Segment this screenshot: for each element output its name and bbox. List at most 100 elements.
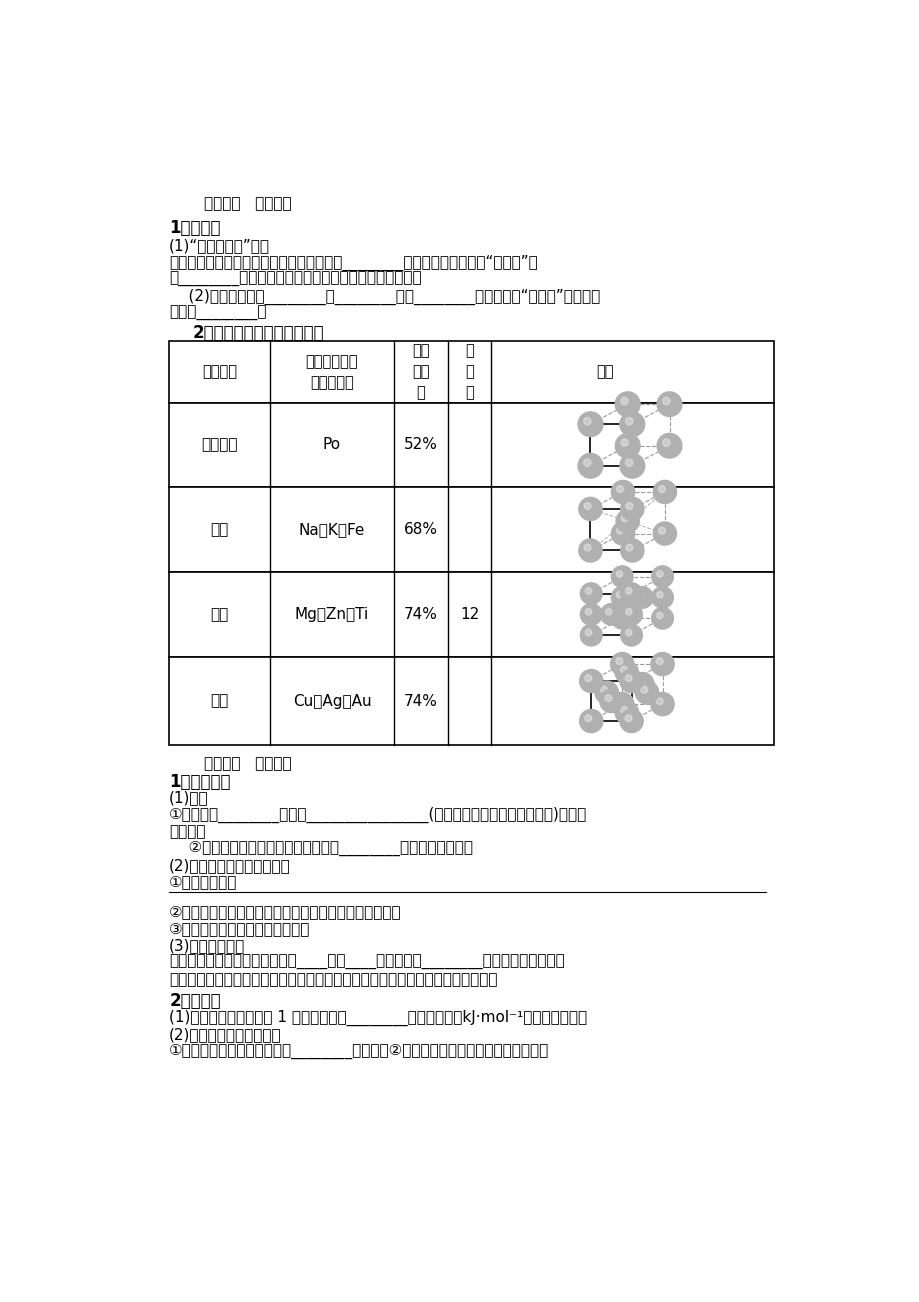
Circle shape xyxy=(605,695,611,702)
Text: 知识点四   离子晶体: 知识点四 离子晶体 xyxy=(204,756,291,771)
Circle shape xyxy=(619,667,627,673)
Circle shape xyxy=(616,591,622,598)
Circle shape xyxy=(620,497,643,521)
Circle shape xyxy=(600,686,607,693)
Bar xyxy=(169,656,773,745)
Text: 1．离子晶体: 1．离子晶体 xyxy=(169,773,231,792)
Circle shape xyxy=(616,570,622,577)
Circle shape xyxy=(584,608,591,615)
Circle shape xyxy=(580,583,601,604)
Text: ①几何因素：即: ①几何因素：即 xyxy=(169,875,237,889)
Circle shape xyxy=(625,715,631,721)
Text: 74%: 74% xyxy=(403,694,437,708)
Text: 镁型: 镁型 xyxy=(210,607,229,622)
Circle shape xyxy=(578,539,601,562)
Text: ②电荷因素，即阴、阳离子电荷不同，配位数必然不同。: ②电荷因素，即阴、阳离子电荷不同，配位数必然不同。 xyxy=(169,904,402,919)
Circle shape xyxy=(656,570,663,577)
Circle shape xyxy=(658,527,664,534)
Bar xyxy=(169,487,773,572)
Circle shape xyxy=(625,674,631,681)
Circle shape xyxy=(615,658,622,664)
Text: 74%: 74% xyxy=(403,607,437,622)
Circle shape xyxy=(619,710,642,733)
Circle shape xyxy=(619,411,644,436)
Circle shape xyxy=(656,392,681,417)
Circle shape xyxy=(656,591,663,598)
Circle shape xyxy=(620,539,643,562)
Circle shape xyxy=(619,706,627,713)
Circle shape xyxy=(577,453,602,478)
Text: (2)决定离子晶体结构的因素: (2)决定离子晶体结构的因素 xyxy=(169,858,290,872)
Circle shape xyxy=(625,629,631,635)
Circle shape xyxy=(611,522,634,546)
Circle shape xyxy=(625,460,632,466)
Text: (1)概念: (1)概念 xyxy=(169,790,209,805)
Circle shape xyxy=(662,397,669,405)
Circle shape xyxy=(580,604,601,625)
Circle shape xyxy=(651,587,673,608)
Circle shape xyxy=(610,693,633,716)
Circle shape xyxy=(630,587,652,608)
Circle shape xyxy=(579,669,602,693)
Circle shape xyxy=(658,486,664,492)
Bar xyxy=(169,402,773,487)
Circle shape xyxy=(640,686,647,693)
Text: ②离子晶体：由阳离子和阴离子通过________结合而成的晶体。: ②离子晶体：由阳离子和阴离子通过________结合而成的晶体。 xyxy=(169,841,472,855)
Circle shape xyxy=(580,625,601,646)
Text: 52%: 52% xyxy=(403,437,437,453)
Circle shape xyxy=(620,583,641,604)
Circle shape xyxy=(611,480,634,504)
Circle shape xyxy=(616,486,623,492)
Circle shape xyxy=(616,527,623,534)
Circle shape xyxy=(605,608,611,615)
Text: (1)“电子气理论”要点: (1)“电子气理论”要点 xyxy=(169,238,270,253)
Circle shape xyxy=(635,681,658,704)
Text: Mg、Zn、Ti: Mg、Zn、Ti xyxy=(295,607,369,622)
Text: 空间
利用
率: 空间 利用 率 xyxy=(412,344,429,400)
Circle shape xyxy=(620,397,628,405)
Text: ①晶格能是最能反映离子晶体________的数据。②在离子晶体中，离子半径越小，离子: ①晶格能是最能反映离子晶体________的数据。②在离子晶体中，离子半径越小，… xyxy=(169,1044,549,1060)
Circle shape xyxy=(620,625,641,646)
Bar xyxy=(169,572,773,656)
Text: Po: Po xyxy=(323,437,341,453)
Circle shape xyxy=(625,503,632,509)
Text: (3)一般物理性质: (3)一般物理性质 xyxy=(169,937,245,953)
Text: 化学键。: 化学键。 xyxy=(169,824,206,838)
Circle shape xyxy=(620,604,641,625)
Circle shape xyxy=(584,544,590,551)
Circle shape xyxy=(584,587,591,594)
Text: 该理论把金属键描述为金属原子脱落下来的________形成遍布整块晶体的“电子气”，: 该理论把金属键描述为金属原子脱落下来的________形成遍布整块晶体的“电子气… xyxy=(169,255,538,271)
Circle shape xyxy=(655,698,663,704)
Text: Na、K、Fe: Na、K、Fe xyxy=(299,522,365,538)
Text: ①离子键：________间通过________________(指相互排斥和相互吸引的平衡)形成的: ①离子键：________间通过________________(指相互排斥和相… xyxy=(169,807,587,823)
Circle shape xyxy=(652,522,675,546)
Circle shape xyxy=(577,411,602,436)
Text: 钟型: 钟型 xyxy=(210,522,229,538)
Circle shape xyxy=(578,497,601,521)
Text: ③键性因素：离子键的纯粹程度。: ③键性因素：离子键的纯粹程度。 xyxy=(169,921,311,936)
Circle shape xyxy=(655,658,663,664)
Text: 2．晶格能: 2．晶格能 xyxy=(169,992,221,1009)
Circle shape xyxy=(652,480,675,504)
Circle shape xyxy=(595,681,618,704)
Text: 知识点三   金属晶体: 知识点三 金属晶体 xyxy=(204,197,291,211)
Circle shape xyxy=(625,418,632,424)
Circle shape xyxy=(620,514,628,522)
Text: 配
位
数: 配 位 数 xyxy=(465,344,473,400)
Circle shape xyxy=(651,566,673,587)
Circle shape xyxy=(619,453,644,478)
Text: 堆积模型: 堆积模型 xyxy=(202,365,237,379)
Circle shape xyxy=(656,612,663,618)
Text: (1)定义：气态离子形成 1 摩尔离子晶体________的能量，单位kJ·mol⁻¹，通常取正値。: (1)定义：气态离子形成 1 摩尔离子晶体________的能量，单位kJ·mo… xyxy=(169,1010,586,1026)
Text: 被________所共用，从而把所有的金属原子维系在一起。: 被________所共用，从而把所有的金属原子维系在一起。 xyxy=(169,272,422,286)
Circle shape xyxy=(611,587,632,608)
Circle shape xyxy=(616,509,639,533)
Text: 1．金属键: 1．金属键 xyxy=(169,219,221,237)
Text: 晶胞: 晶胞 xyxy=(596,365,613,379)
Circle shape xyxy=(625,587,631,594)
Circle shape xyxy=(583,418,590,424)
Circle shape xyxy=(579,710,602,733)
Circle shape xyxy=(662,439,669,447)
Text: (2)金属晶体是由________、________通过________形成的一种“巨分子”。金属键: (2)金属晶体是由________、________通过________形成的一… xyxy=(169,289,600,305)
Text: 采纳这种堆积
的典型代表: 采纳这种堆积 的典型代表 xyxy=(305,354,357,389)
